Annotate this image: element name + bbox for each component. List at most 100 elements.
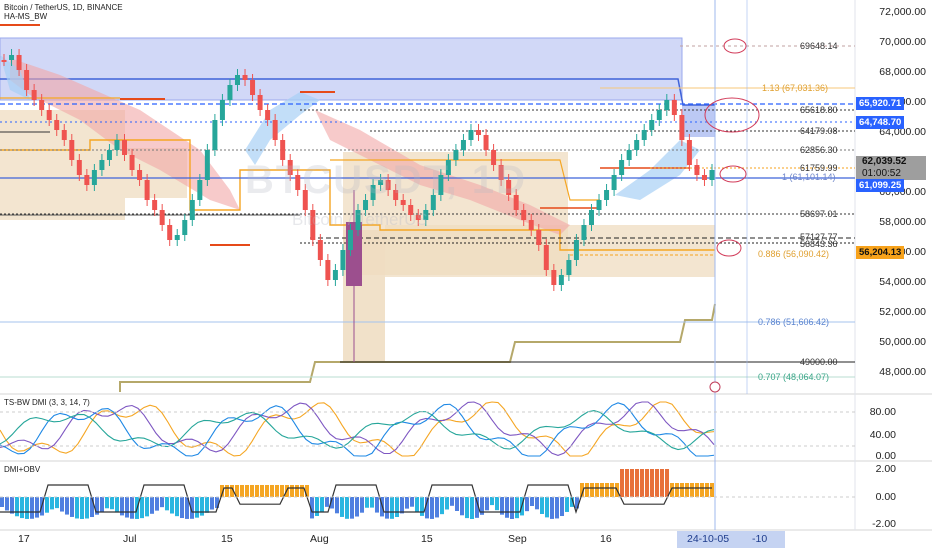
ellipse-marker-2[interactable] [704,97,760,133]
obv-bar [650,469,654,497]
candle-body [355,210,361,230]
obv-line [0,484,712,514]
obv-bar [555,497,559,519]
time-label-16: 16 [600,533,612,545]
obv-bar [515,497,519,519]
obv-bar [540,497,544,514]
obv-bar [320,497,324,512]
candle-body [573,240,579,260]
obv-bar [190,497,194,519]
candle-body [144,180,150,200]
obv-bar [500,497,504,515]
obv-bar [475,497,479,518]
candle-body [709,170,715,180]
price-tag-blue-top: 65,920.71 [856,97,905,110]
obv-bar [565,497,569,512]
level-label-64179: 64179.08 [800,126,838,136]
time-label-jul: Jul [123,533,137,545]
candle-body [234,75,240,85]
price-tag-blue-mid: 64,748.70 [856,116,905,129]
obv-bar [310,497,314,519]
obv-bar [570,497,574,507]
candle-body [219,100,225,120]
candle-body [9,55,15,60]
olive-step-line [119,303,716,392]
obv-bar [425,497,429,519]
candle-body [641,130,647,140]
candle-body [152,200,158,210]
level-label-0786: 0.786 (51,606.42) [758,317,830,327]
blue-zone-outline [0,37,683,101]
event-marker-icon[interactable] [709,381,721,393]
price-tag-blue-low: 61,099.25 [856,179,905,192]
cursor-date-box [677,531,785,548]
obv-bar [345,497,349,519]
blue-zone-box[interactable] [0,38,682,100]
candle-body [69,140,75,160]
obv-bar [610,483,614,497]
candle-body [302,190,308,210]
obv-bar [195,497,199,518]
candle-body [483,135,489,150]
obv-bar [220,485,224,497]
candle-body [99,160,105,170]
obv-bar [670,483,674,497]
dmi-minus-line [0,402,715,457]
obv-bar [400,497,404,514]
indicator-title[interactable]: HA-MS_BW [4,12,48,21]
obv-bar [545,497,549,518]
obv-bar [370,497,374,508]
obv-bar [360,497,364,513]
obv-bar [705,483,709,497]
candle-body [701,175,707,180]
time-label-15b: 15 [421,533,433,545]
candle-body [129,155,135,170]
candle-body [370,185,376,200]
obv-bar [110,497,114,510]
candle-body [16,55,22,70]
obv-bar [205,497,209,513]
dmi-axis-40: 40.00 [869,429,896,441]
ellipse-marker-3[interactable] [719,165,747,183]
candle-body [656,110,662,120]
obv-bar [505,497,509,518]
obv-bar [170,497,174,514]
obv-pane-title[interactable]: DMI+OBV [4,465,41,474]
symbol-title[interactable]: Bitcoin / TetherUS, 1D, BINANCE [4,3,123,12]
current-price: 62,039.52 [862,156,907,167]
obv-bar [95,497,99,515]
level-label-0886: 0.886 (56,090.42) [758,249,830,259]
candle-body [91,170,97,185]
obv-axis-2: 2.00 [875,463,896,475]
candle-body [325,260,331,280]
dmi-pane-title[interactable]: TS-BW DMI (3, 3, 14, 7) [4,398,90,407]
candle-body [272,120,278,140]
candle-body [84,175,90,185]
candle-body [378,180,384,185]
orange-line-2 [330,159,600,201]
candle-body [664,100,670,110]
obv-bar [0,497,4,507]
obv-bar [275,485,279,497]
obv-bar [420,497,424,516]
obv-bar [215,497,219,508]
price-tag-orange: 56,204.13 [856,246,905,259]
candle-body [24,70,30,90]
price-axis-label: 64,000.00 [879,126,926,138]
ellipse-marker-4[interactable] [716,239,742,257]
candle-body [280,140,286,160]
ellipse-marker-1[interactable] [723,38,747,54]
obv-bar [490,497,494,506]
obv-bar [260,485,264,497]
obv-bar [465,497,469,519]
candle-body [167,225,173,240]
symbol-watermark-name: Bitcoin / TetherUS [292,210,428,229]
candle-body [265,110,271,120]
candle-body [430,195,436,210]
obv-bar [405,497,409,509]
obv-bar [460,497,464,516]
time-label-sep: Sep [508,533,527,545]
obv-bar [45,497,49,513]
